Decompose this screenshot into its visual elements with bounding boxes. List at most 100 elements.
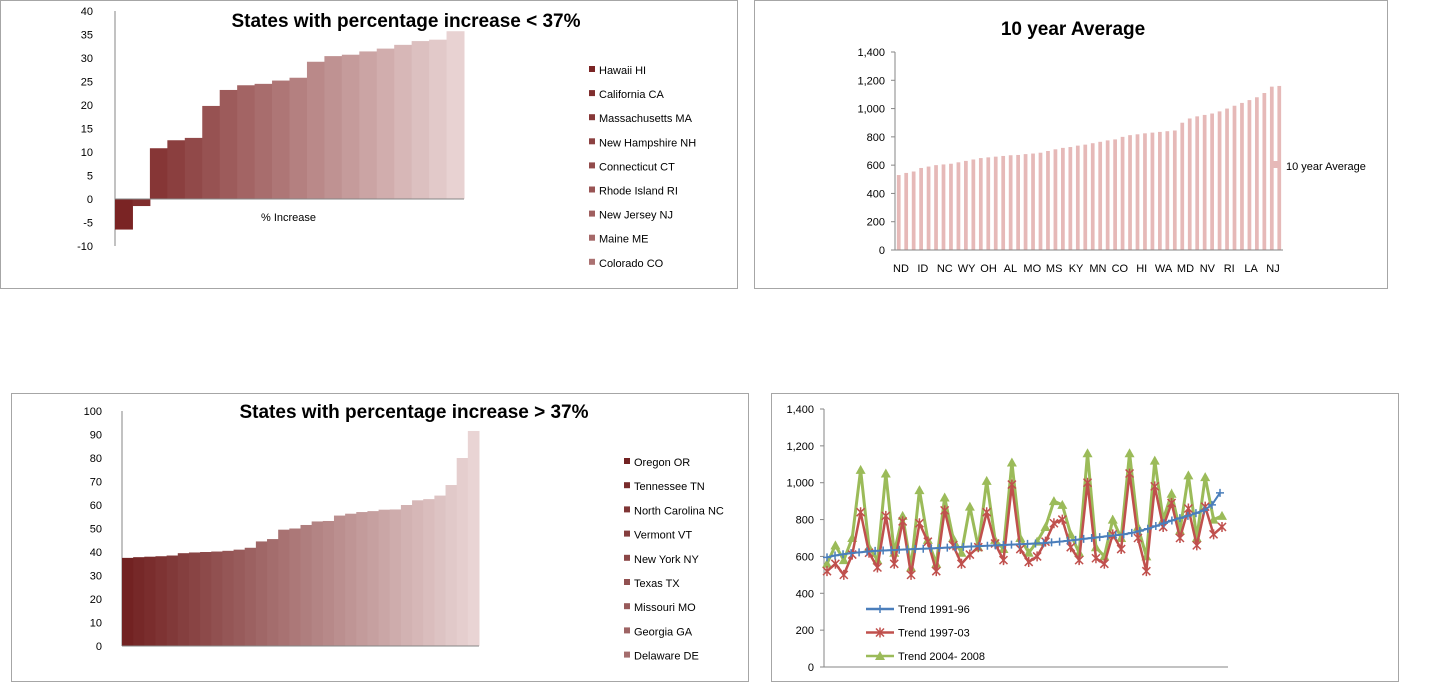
- data-point: [1095, 533, 1104, 542]
- data-point: [1071, 535, 1080, 544]
- bar: [1083, 144, 1088, 250]
- data-point: [879, 546, 888, 555]
- data-point: [1090, 542, 1101, 552]
- legend-label: Colorado CO: [599, 258, 664, 270]
- legend-swatch: [589, 114, 595, 121]
- data-point: [855, 464, 866, 474]
- bar: [446, 31, 465, 200]
- x-tick-label: NC: [937, 263, 953, 275]
- bar: [467, 430, 480, 646]
- data-point: [1183, 511, 1192, 520]
- x-tick-label: RI: [1224, 263, 1235, 275]
- bar: [1225, 108, 1229, 250]
- legend-label: Connecticut CT: [599, 161, 675, 173]
- x-tick-label: NJ: [1266, 263, 1279, 275]
- legend-label: Massachusetts MA: [599, 113, 693, 125]
- y-tick-label: 1,400: [857, 47, 885, 59]
- data-point: [1015, 544, 1025, 555]
- data-point: [914, 518, 924, 529]
- chart-panel-2: 10 year Average 0 200 400 600 800 1,000 1,200 1,…: [754, 0, 1388, 289]
- data-point: [1107, 514, 1118, 524]
- legend-label: Texas TX: [634, 578, 680, 590]
- data-point: [881, 510, 891, 521]
- data-point: [951, 543, 960, 552]
- y-tick-label: 70: [90, 477, 102, 489]
- data-point: [1031, 539, 1040, 548]
- bar: [144, 556, 156, 646]
- bar: [376, 48, 395, 199]
- legend-swatch: [589, 138, 595, 145]
- y-tick-label: 800: [796, 515, 814, 527]
- bar: [311, 521, 324, 646]
- bar: [411, 41, 430, 199]
- bar: [971, 159, 976, 250]
- legend-label: New Hampshire NH: [599, 137, 696, 149]
- data-point: [982, 507, 992, 518]
- bar: [1053, 149, 1058, 250]
- y-tick-label: 800: [867, 132, 885, 144]
- y-tick-label: 0: [879, 245, 885, 257]
- x-tick-label: MO: [1023, 263, 1041, 275]
- data-point: [1023, 547, 1034, 557]
- bar: [1255, 97, 1259, 250]
- x-tick-label: AL: [1004, 263, 1017, 275]
- bar: [1232, 105, 1237, 250]
- bar: [896, 175, 901, 250]
- y-tick-label: 1,000: [786, 478, 814, 490]
- x-axis-label: % Increase: [261, 212, 316, 224]
- x-tick-label: WY: [958, 263, 976, 275]
- bar: [1158, 131, 1162, 250]
- data-point: [863, 547, 872, 556]
- data-point: [940, 505, 950, 516]
- data-point: [1167, 516, 1176, 525]
- bar: [1195, 116, 1200, 250]
- bar: [184, 137, 203, 199]
- bar: [1068, 147, 1073, 250]
- data-point: [1032, 551, 1042, 562]
- bar: [188, 552, 201, 646]
- data-point: [939, 492, 950, 502]
- bar: [1098, 141, 1103, 250]
- bar: [333, 515, 346, 646]
- bar: [956, 162, 961, 250]
- bar: [1180, 122, 1185, 250]
- data-point: [830, 540, 841, 550]
- bar: [1240, 102, 1244, 251]
- bar: [1128, 135, 1132, 250]
- bar: [1046, 151, 1050, 250]
- data-point: [839, 569, 849, 580]
- legend-swatch: [589, 90, 595, 97]
- y-tick-label: 40: [90, 547, 102, 559]
- bar: [289, 528, 301, 646]
- data-point: [880, 468, 891, 478]
- legend-swatch: [624, 554, 630, 561]
- bar: [1172, 130, 1177, 250]
- series-line: [826, 473, 1223, 578]
- data-point: [823, 553, 831, 562]
- legend-swatch: [624, 603, 630, 610]
- bar: [1247, 100, 1252, 250]
- bar: [289, 77, 308, 199]
- legend-swatch: [589, 66, 595, 72]
- data-point: [822, 566, 832, 577]
- bar: [986, 157, 991, 250]
- bar: [1105, 140, 1110, 250]
- data-point: [1207, 500, 1216, 509]
- legend-swatch: [624, 651, 630, 658]
- legend-label: Trend 1991-96: [898, 604, 970, 616]
- y-tick-label: 40: [81, 6, 93, 18]
- legend-label: Georgia GA: [634, 626, 693, 638]
- bar: [211, 551, 223, 646]
- x-tick-label: MN: [1089, 263, 1106, 275]
- y-tick-label: 15: [81, 124, 93, 136]
- bar: [345, 513, 357, 646]
- data-point: [991, 541, 1000, 550]
- bar: [434, 495, 447, 646]
- bar: [322, 520, 335, 646]
- chart-panel-3: States with percentage increase > 37% 0 10…: [11, 393, 749, 682]
- bar: [394, 44, 413, 200]
- chart-title: States with percentage increase < 37%: [231, 11, 580, 32]
- data-point: [1057, 499, 1068, 509]
- data-point: [871, 546, 880, 555]
- data-point: [1192, 540, 1202, 551]
